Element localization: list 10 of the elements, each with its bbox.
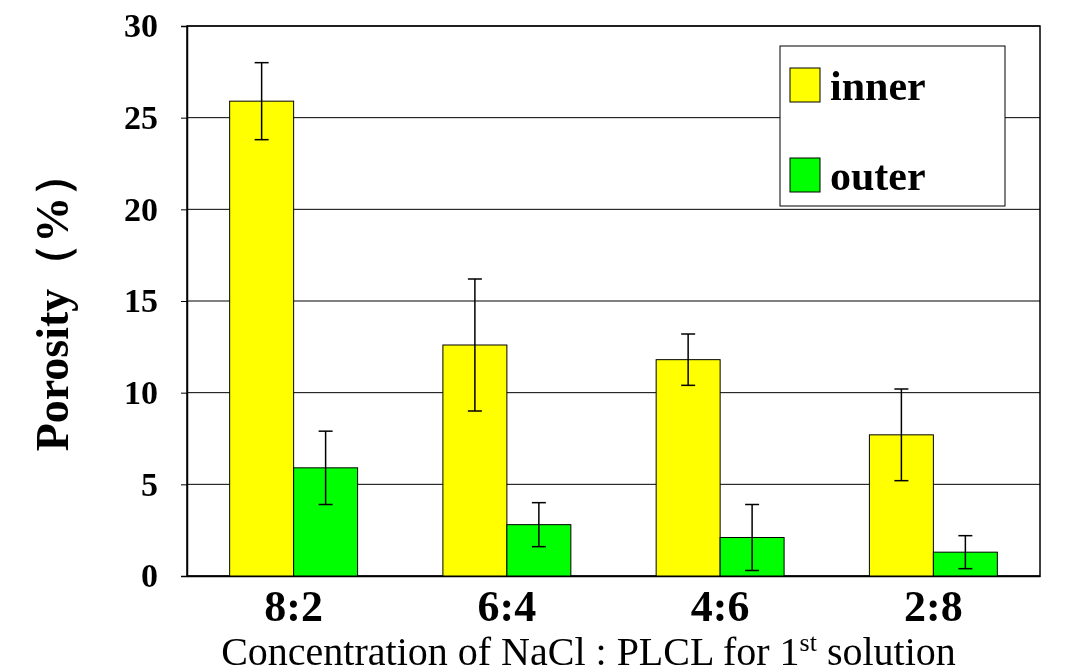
legend-label: outer [830, 153, 926, 199]
y-tick-label: 15 [124, 282, 158, 320]
y-tick-label: 5 [141, 465, 158, 503]
y-tick-label: 10 [124, 374, 158, 412]
y-tick-label: 0 [141, 557, 158, 595]
y-tick-label: 30 [124, 7, 158, 45]
y-tick-label: 25 [124, 99, 158, 137]
legend-label: inner [830, 63, 926, 109]
y-axis-title: Porosity（%） [27, 150, 78, 452]
y-tick-label: 20 [124, 190, 158, 228]
